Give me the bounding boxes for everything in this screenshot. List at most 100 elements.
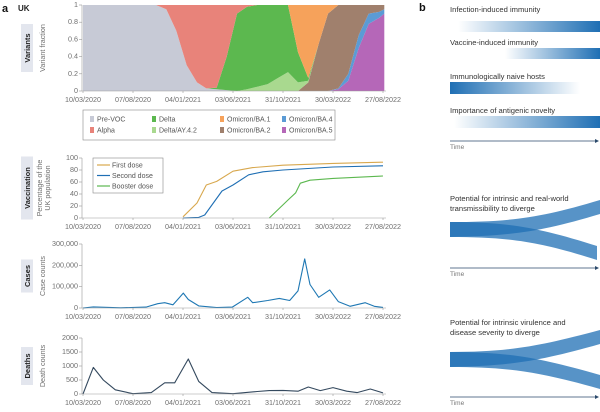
gradient-label: Infection-induced immunity [450, 5, 541, 14]
legend-swatch [152, 116, 156, 122]
legend-label: First dose [112, 163, 143, 170]
y-tick-label: 40 [70, 189, 78, 198]
line-second-dose [182, 165, 384, 219]
y-tick-label: 1000 [62, 361, 78, 370]
y-tick-label: 200,000 [52, 260, 78, 269]
category-label: Vaccination [23, 167, 32, 209]
x-tick-label: 31/10/2021 [265, 222, 301, 231]
country-label: UK [18, 4, 30, 13]
x-tick-label: 31/10/2021 [265, 312, 301, 321]
y-tick-label: 100,000 [52, 282, 78, 291]
legend-label: Alpha [97, 128, 115, 135]
y-tick-label: 100 [66, 153, 78, 162]
diverging-band-lower [450, 222, 597, 260]
y-tick-label: 0 [74, 389, 78, 398]
legend-label: Omicron/BA.5 [289, 128, 333, 135]
y-tick-label: 0.6 [68, 34, 78, 43]
legend-label: Pre-VOC [97, 117, 125, 124]
x-tick-label: 30/03/2022 [315, 95, 351, 104]
x-tick-label: 04/01/2021 [165, 222, 201, 231]
y-tick-label: 60 [70, 177, 78, 186]
x-tick-label: 04/01/2021 [165, 95, 201, 104]
y-tick-label: 20 [70, 201, 78, 210]
x-tick-label: 04/01/2021 [165, 312, 201, 321]
legend-swatch [220, 116, 224, 122]
x-tick-label: 07/08/2020 [115, 95, 151, 104]
x-tick-label: 03/06/2021 [215, 222, 251, 231]
area-pre-voc [83, 5, 385, 91]
x-tick-label: 03/06/2021 [215, 398, 251, 407]
legend-swatch [90, 116, 94, 122]
y-tick-label: 0.2 [68, 69, 78, 78]
panel-a-letter: a [2, 3, 9, 15]
area-omicron-ba-2 [83, 5, 385, 91]
chart-deaths: Deaths Death counts 0 500 1000 1500 2000 10/03/… [21, 333, 401, 407]
x-tick-label: 27/08/2022 [365, 398, 401, 407]
category-label: Variants [23, 33, 32, 62]
category-label-box [21, 259, 33, 293]
x-tick-label: 30/03/2022 [315, 222, 351, 231]
y-tick-label: 0 [74, 213, 78, 222]
y-tick-label: 0 [74, 303, 78, 312]
x-tick-label: 07/08/2020 [115, 398, 151, 407]
area-delta [83, 5, 385, 91]
area-omicron-ba-5 [83, 5, 385, 91]
area-alpha [83, 5, 385, 89]
line-booster-dose [268, 175, 384, 219]
y-tick-label: 80 [70, 165, 78, 174]
x-tick-label: 30/03/2022 [315, 398, 351, 407]
x-tick-label: 30/03/2022 [315, 312, 351, 321]
legend-swatch [282, 127, 286, 133]
legend-label: Second dose [112, 173, 153, 180]
gradient-bar-infection [458, 21, 600, 32]
y-tick-label: 1500 [62, 347, 78, 356]
category-label-box [21, 347, 33, 385]
arrow-icon [595, 266, 599, 270]
y-axis-label: Variant fraction [38, 24, 47, 72]
x-tick-label: 04/01/2021 [165, 398, 201, 407]
area-omicron-ba-1 [83, 5, 385, 89]
category-label-box [21, 24, 33, 72]
legend-swatch [90, 127, 94, 133]
gradient-label: Vaccine-induced immunity [450, 38, 538, 47]
legend-swatch [282, 116, 286, 122]
y-tick-label: 0 [74, 86, 78, 95]
x-tick-label: 10/03/2020 [65, 398, 101, 407]
x-tick-label: 07/08/2020 [115, 312, 151, 321]
line-first-dose [182, 161, 384, 218]
y-axis-label: Death counts [38, 344, 47, 387]
x-tick-label: 03/06/2021 [215, 95, 251, 104]
legend [82, 109, 336, 141]
x-tick-label: 31/10/2021 [265, 398, 301, 407]
gradient-bar-naive [450, 82, 580, 94]
legend-label: Delta [159, 117, 175, 124]
y-tick-label: 1 [74, 0, 78, 9]
legend-label: Omicron/BA.2 [227, 128, 271, 135]
chart-cases: Cases Case counts 0 100,000 200,000 300,000 10… [21, 239, 401, 321]
legend-label: Booster dose [112, 184, 153, 191]
legend-label: Delta/AY.4.2 [159, 128, 197, 135]
y-tick-label: 0.8 [68, 17, 78, 26]
category-label-box [21, 156, 33, 220]
x-tick-label: 10/03/2020 [65, 222, 101, 231]
legend-label: Omicron/BA.1 [227, 117, 271, 124]
gradient-label: Importance of antigenic novelty [450, 106, 555, 115]
y-axis-label: Percentage of the [35, 160, 44, 217]
category-label: Deaths [23, 353, 32, 378]
category-label: Cases [23, 265, 32, 287]
divergence-title: transmissibility to diverge [450, 204, 535, 213]
arrow-icon [595, 139, 599, 143]
time-label: Time [450, 271, 465, 278]
chart-variants: Variants Variant fraction 0 0.2 0.4 0.6 0.8 1 Pr… [21, 0, 401, 141]
y-tick-label: 500 [66, 375, 78, 384]
y-tick-label: 0.4 [68, 52, 78, 61]
divergence-title: disease severity to diverge [450, 328, 540, 337]
panel-a-charts: Variants Variant fraction 0 0.2 0.4 0.6 0.8 1 Pr… [21, 0, 401, 407]
gradient-label: Immunologically naive hosts [450, 72, 545, 81]
line-cases [82, 258, 384, 309]
x-tick-label: 27/08/2022 [365, 312, 401, 321]
gradient-bar-novelty [454, 116, 600, 128]
chart-vaccination: Vaccination Percentage of the UK populatio… [21, 153, 401, 231]
divergence-title: Potential for intrinsic virulence and [450, 318, 566, 327]
